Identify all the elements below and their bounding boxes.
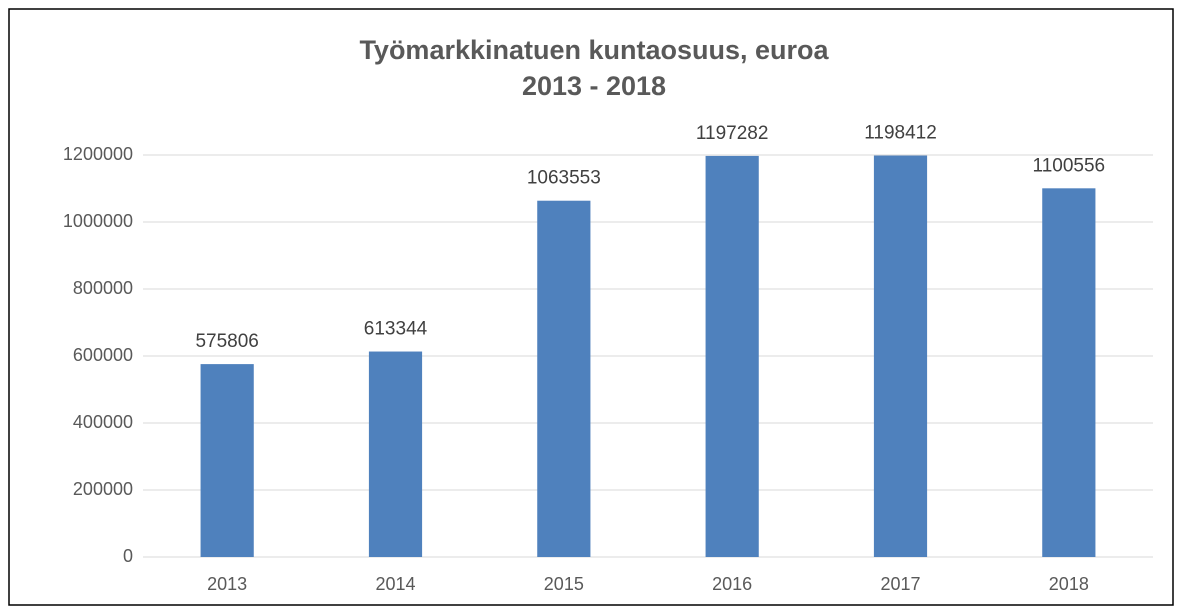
data-label: 1198412 xyxy=(864,123,937,144)
y-tick-label: 600000 xyxy=(73,345,133,365)
data-label: 1063553 xyxy=(527,168,601,189)
y-tick-label: 0 xyxy=(123,546,133,566)
x-tick-label: 2014 xyxy=(375,574,415,594)
y-tick-label: 400000 xyxy=(73,412,133,432)
data-label: 613344 xyxy=(364,319,428,340)
chart-title: Työmarkkinatuen kuntaosuus, euroa xyxy=(359,35,829,65)
bar xyxy=(1042,188,1096,558)
bar xyxy=(537,200,591,557)
y-tick-label: 1200000 xyxy=(63,144,133,164)
x-tick-label: 2015 xyxy=(544,574,584,594)
x-tick-label: 2016 xyxy=(712,574,752,594)
y-tick-label: 200000 xyxy=(73,479,133,499)
data-label: 1100556 xyxy=(1033,155,1106,176)
y-tick-label: 1000000 xyxy=(63,211,133,231)
data-label: 1197282 xyxy=(696,123,769,144)
bar xyxy=(368,351,423,557)
bar xyxy=(873,155,928,557)
bar xyxy=(200,364,254,557)
x-tick-label: 2017 xyxy=(880,574,920,594)
y-tick-label: 800000 xyxy=(73,278,133,298)
x-tick-label: 2018 xyxy=(1049,574,1089,594)
chart-title: 2013 - 2018 xyxy=(522,71,666,101)
data-label: 575806 xyxy=(195,331,258,352)
x-tick-label: 2013 xyxy=(207,574,247,594)
bar xyxy=(705,155,759,557)
